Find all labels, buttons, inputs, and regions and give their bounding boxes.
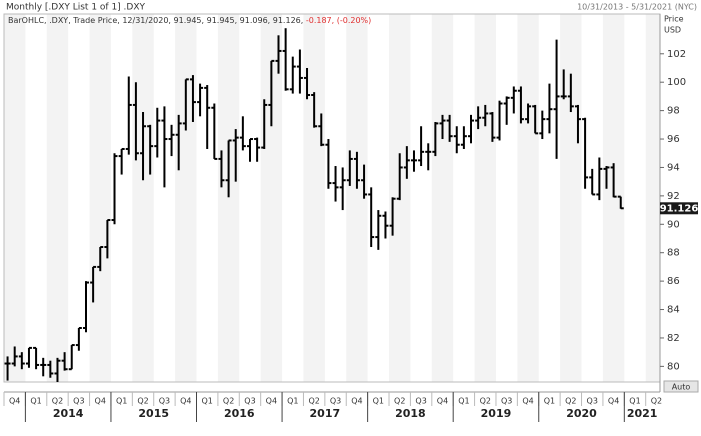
- x-tick-label: Q1: [287, 397, 298, 406]
- y-tick-label: 96: [667, 134, 680, 145]
- x-tick-label: Q3: [159, 397, 170, 406]
- x-tick-label: Q3: [501, 397, 512, 406]
- quarter-stripe: [89, 14, 111, 382]
- y-tick-label: 98: [667, 106, 680, 117]
- y-tick-label: 92: [667, 191, 680, 202]
- y-tick-label: 102: [667, 49, 686, 60]
- x-tick-label: Q1: [373, 397, 384, 406]
- quarter-stripe: [4, 14, 26, 382]
- x-tick-label: Q1: [202, 397, 213, 406]
- legend-change: -0.187, (-0.20%): [306, 16, 371, 25]
- year-label: 2020: [566, 407, 597, 420]
- date-range: 10/31/2013 - 5/31/2021 (NYC): [577, 3, 697, 12]
- y-tick-label: 80: [667, 361, 680, 372]
- legend-values: BarOHLC, .DXY, Trade Price, 12/31/2020, …: [8, 16, 303, 25]
- x-tick-label: Q4: [9, 397, 20, 406]
- last-price-box: [660, 202, 698, 215]
- x-tick-label: Q2: [651, 397, 662, 406]
- quarter-stripe: [474, 14, 496, 382]
- y-tick-label: 88: [667, 248, 680, 259]
- year-label: 2017: [310, 407, 341, 420]
- year-label: 2019: [481, 407, 512, 420]
- x-tick-label: Q2: [137, 397, 148, 406]
- quarter-stripe: [303, 14, 325, 382]
- last-price-label: 91.126: [660, 203, 699, 214]
- x-tick-label: Q4: [95, 397, 106, 406]
- x-tick-label: Q2: [394, 397, 405, 406]
- header-title: Monthly [.DXY List 1 of 1] .DXY: [6, 3, 145, 13]
- x-tick-label: Q4: [351, 397, 362, 406]
- auto-button[interactable]: [663, 380, 699, 393]
- year-label: 2018: [395, 407, 426, 420]
- quarter-stripe: [517, 14, 539, 382]
- x-tick-label: Q2: [52, 397, 63, 406]
- x-tick-label: Q3: [415, 397, 426, 406]
- quarter-stripe: [602, 14, 625, 382]
- quarter-stripe: [217, 14, 240, 382]
- stripes: [4, 14, 660, 382]
- quarter-stripe: [346, 14, 368, 382]
- year-label: 2021: [627, 407, 658, 420]
- y-tick-label: 100: [667, 77, 686, 88]
- x-tick-label: Q1: [629, 397, 640, 406]
- quarter-stripe: [431, 14, 454, 382]
- quarter-stripe: [46, 14, 69, 382]
- axis-title: USD: [664, 26, 681, 35]
- x-tick-label: Q2: [223, 397, 234, 406]
- y-tick-label: 86: [667, 276, 680, 287]
- x-tick-label: Q4: [437, 397, 448, 406]
- x-tick-label: Q4: [180, 397, 191, 406]
- axis-title: Price: [664, 15, 684, 24]
- quarter-stripe: [260, 14, 283, 382]
- x-tick-label: Q2: [480, 397, 491, 406]
- x-tick-label: Q4: [608, 397, 619, 406]
- x-tick-label: Q1: [116, 397, 127, 406]
- y-tick-label: 84: [667, 305, 680, 316]
- x-tick-label: Q3: [73, 397, 84, 406]
- y-tick-label: 90: [667, 219, 680, 230]
- x-tick-label: Q4: [266, 397, 277, 406]
- x-tick-label: Q4: [522, 397, 533, 406]
- year-label: 2015: [138, 407, 169, 420]
- x-tick-label: Q3: [330, 397, 341, 406]
- x-tick-label: Q1: [30, 397, 41, 406]
- year-label: 2014: [53, 407, 84, 420]
- x-tick-label: Q2: [565, 397, 576, 406]
- quarter-stripe: [645, 14, 660, 382]
- y-tick-label: 82: [667, 333, 680, 344]
- x-tick-label: Q1: [544, 397, 555, 406]
- x-tick-label: Q2: [308, 397, 319, 406]
- quarter-stripe: [560, 14, 582, 382]
- quarter-stripe: [175, 14, 197, 382]
- x-tick-label: Q3: [244, 397, 255, 406]
- auto-button-label[interactable]: Auto: [672, 383, 691, 392]
- quarter-stripe: [132, 14, 154, 382]
- x-tick-label: Q3: [587, 397, 598, 406]
- x-tick-label: Q1: [458, 397, 469, 406]
- legend-text: BarOHLC, .DXY, Trade Price, 12/31/2020, …: [8, 16, 371, 25]
- year-label: 2016: [224, 407, 255, 420]
- y-tick-label: 94: [667, 162, 680, 173]
